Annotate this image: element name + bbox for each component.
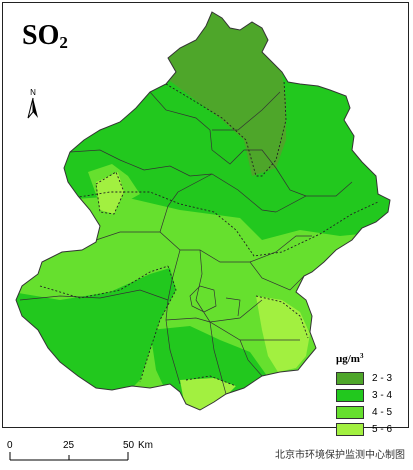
legend-swatch bbox=[336, 371, 364, 385]
scale-tick-50: 50 bbox=[123, 440, 135, 451]
scale-tick-0: 0 bbox=[7, 440, 13, 451]
legend-item: 2 - 3 bbox=[336, 370, 410, 386]
legend-item: 5 - 6 bbox=[336, 421, 410, 437]
legend-label: 2 - 3 bbox=[372, 372, 393, 384]
legend-label: 4 - 5 bbox=[372, 406, 393, 418]
source-credit: 北京市环境保护监测中心制图 bbox=[275, 450, 405, 461]
legend-swatch bbox=[336, 405, 364, 419]
legend-label: 5 - 6 bbox=[372, 423, 393, 435]
legend-item: 3 - 4 bbox=[336, 387, 410, 403]
legend-item: 4 - 5 bbox=[336, 404, 410, 420]
scale-bar bbox=[9, 452, 129, 461]
legend-title: μg/m3 bbox=[336, 352, 364, 365]
legend-swatch bbox=[336, 422, 364, 436]
scale-tick-25: 25 bbox=[63, 440, 75, 451]
legend: μg/m3 2 - 3 3 - 4 4 - 5 5 - 6 bbox=[336, 352, 410, 438]
map-title: SO2 bbox=[22, 20, 68, 52]
scale-unit: Km bbox=[138, 440, 153, 451]
legend-label: 3 - 4 bbox=[372, 389, 393, 401]
north-arrow-icon: N bbox=[22, 88, 44, 128]
north-label: N bbox=[30, 88, 36, 97]
legend-swatch bbox=[336, 388, 364, 402]
